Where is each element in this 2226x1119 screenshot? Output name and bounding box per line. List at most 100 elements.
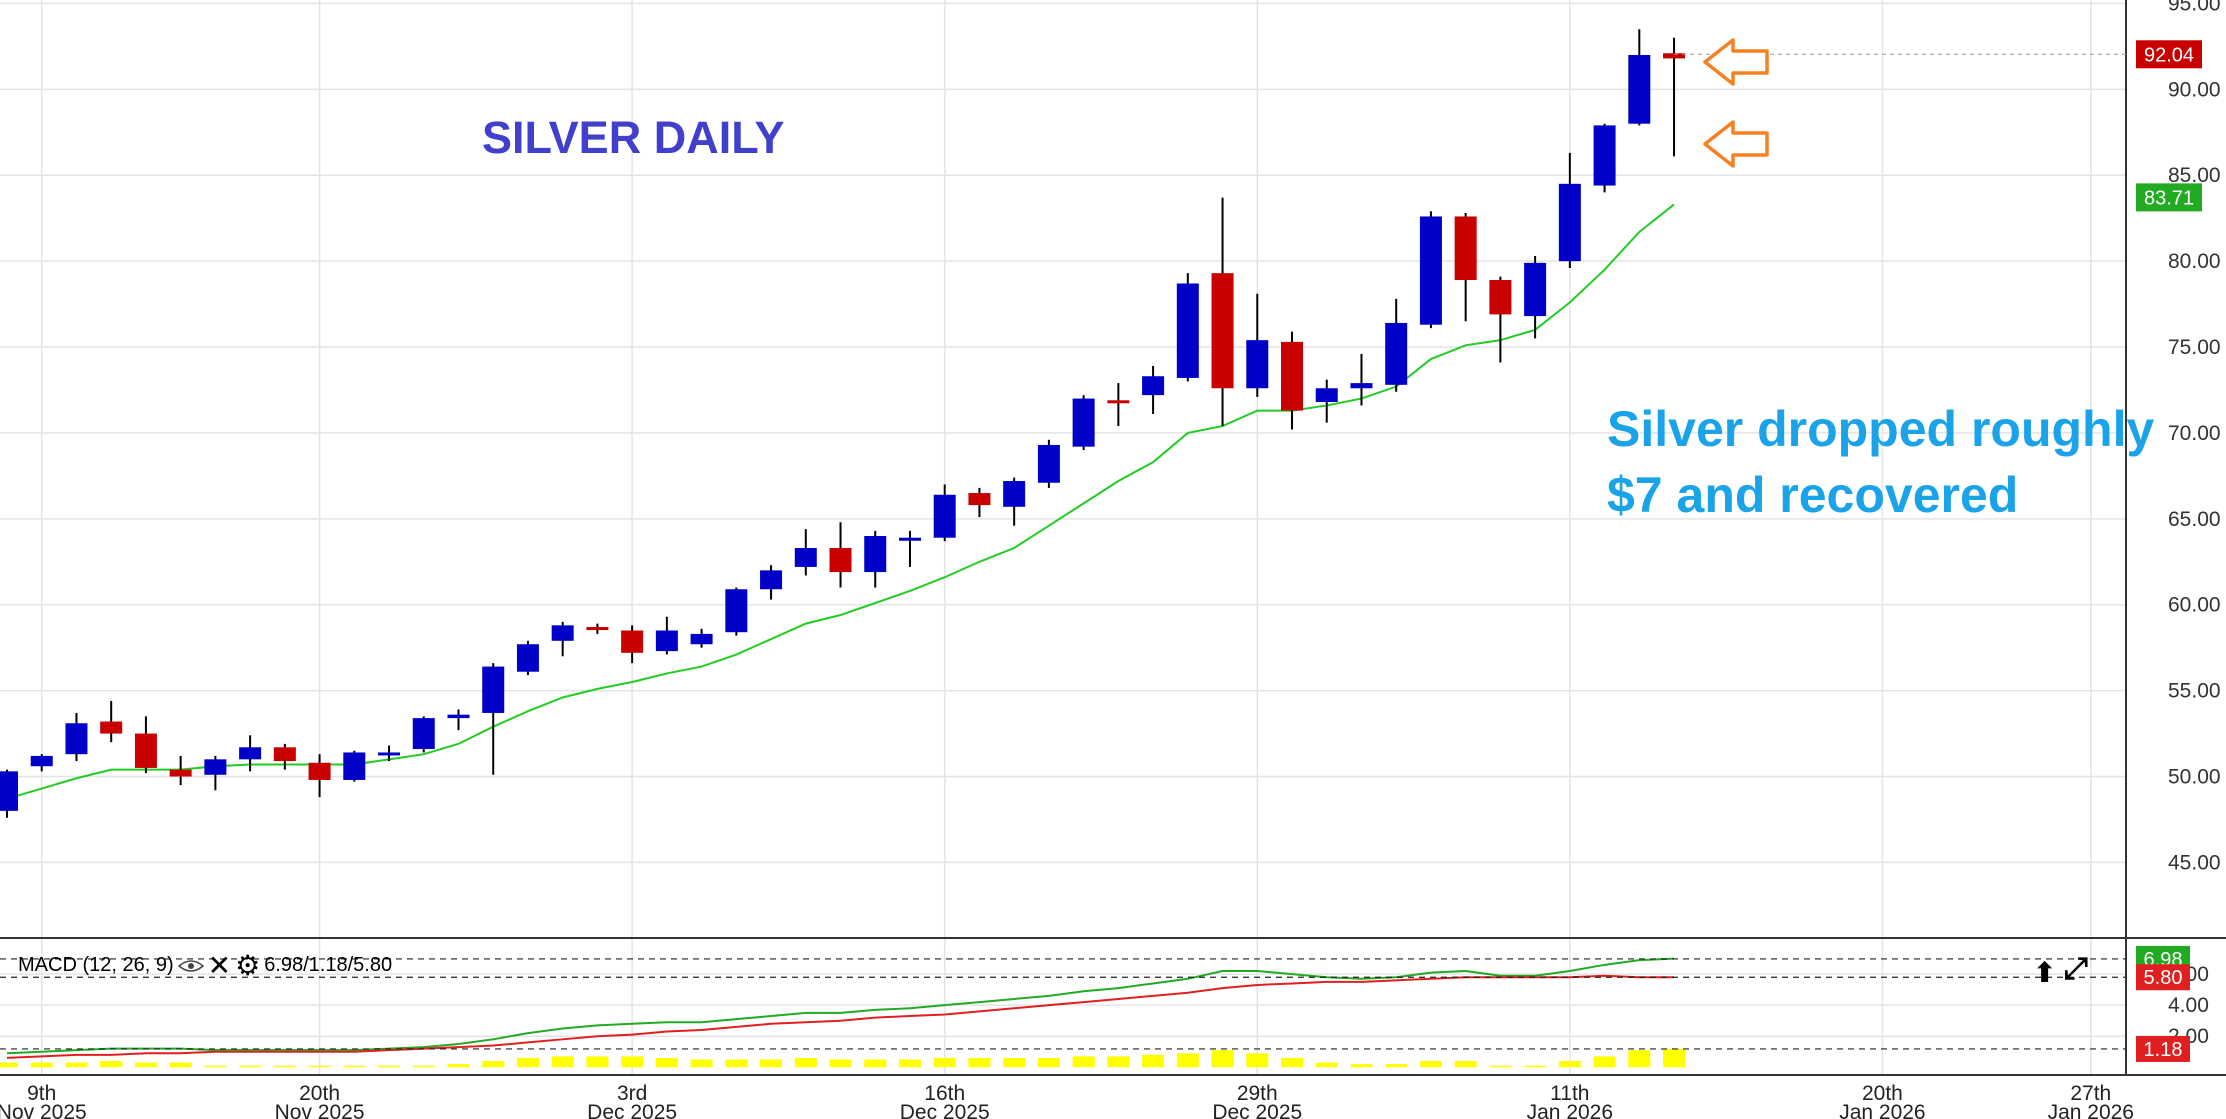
candle-body xyxy=(204,759,227,775)
price-badge-label: 83.71 xyxy=(2144,187,2194,209)
macd-badge xyxy=(2136,1035,2190,1062)
x-axis-day-label: 3rd xyxy=(617,1082,647,1105)
price-tick-label: 45.00 xyxy=(2168,851,2221,874)
macd-badge xyxy=(2136,964,2190,991)
candle-body xyxy=(621,630,644,653)
x-axis-month-label: Dec 2025 xyxy=(900,1101,990,1119)
macd-histogram-bar xyxy=(898,1059,921,1068)
macd-histogram-bar xyxy=(100,1061,123,1068)
macd-histogram-bar xyxy=(447,1064,470,1068)
candle-body xyxy=(551,625,574,641)
macd-histogram-bar xyxy=(1315,1062,1338,1068)
macd-histogram-bar xyxy=(1142,1054,1165,1068)
price-tick-label: 75.00 xyxy=(2168,336,2221,359)
macd-line xyxy=(6,957,1675,1055)
macd-histogram-bar xyxy=(1628,1050,1651,1068)
price-badge xyxy=(2136,183,2202,212)
macd-histogram-bar xyxy=(1003,1057,1026,1068)
x-axis-day-label: 20th xyxy=(299,1082,340,1105)
arrow-left-icon xyxy=(1703,120,1769,168)
macd-histogram-bar xyxy=(933,1057,956,1068)
candle-body xyxy=(100,721,123,734)
candle-body xyxy=(1558,183,1581,262)
expand-icon[interactable]: ⤢ xyxy=(2064,952,2088,985)
macd-histogram-bar xyxy=(586,1056,609,1068)
candle-body xyxy=(1385,322,1408,385)
candle-body xyxy=(1454,216,1477,281)
eye-icon[interactable] xyxy=(177,959,204,973)
candle-body xyxy=(1524,262,1547,317)
macd-histogram-bar xyxy=(1107,1056,1130,1068)
macd-histogram-bar xyxy=(343,1065,366,1068)
macd-histogram-bar xyxy=(308,1065,331,1068)
macd-histogram-bar xyxy=(1176,1053,1199,1068)
macd-histogram-bar xyxy=(864,1059,887,1068)
gear-icon[interactable]: ⚙ xyxy=(235,949,261,981)
candle-body xyxy=(30,755,53,767)
macd-tick-label: 4.00 xyxy=(2168,994,2209,1017)
x-axis-month-label: Nov 2025 xyxy=(0,1101,87,1119)
macd-histogram-bar xyxy=(169,1062,192,1068)
price-tick-label: 50.00 xyxy=(2168,766,2221,789)
macd-histogram-bar xyxy=(1524,1065,1547,1068)
annotation-line-1: Silver dropped roughly xyxy=(1607,401,2155,457)
x-axis-month-label: Jan 2026 xyxy=(2048,1101,2134,1119)
macd-histogram-bar xyxy=(760,1059,783,1068)
annotation-line-2: $7 and recovered xyxy=(1607,467,2019,523)
macd-legend: MACD (12, 26, 9) ✕ ⚙ 6.98/1.18/5.80 xyxy=(18,949,393,981)
macd-histogram-bar xyxy=(134,1062,157,1068)
macd-histogram-bar xyxy=(204,1065,227,1068)
close-icon[interactable]: ✕ xyxy=(207,949,232,981)
macd-histogram-bar xyxy=(1211,1050,1234,1068)
candle-body xyxy=(690,633,713,645)
macd-histogram-bar xyxy=(1281,1057,1304,1068)
candle-body xyxy=(968,493,991,506)
candle-body xyxy=(1142,376,1165,396)
candle-body xyxy=(308,762,331,780)
candle-body xyxy=(482,666,505,713)
macd-histogram-bar xyxy=(1489,1065,1512,1068)
macd-badge-label: 1.18 xyxy=(2144,1039,2183,1061)
candle-body xyxy=(1211,273,1234,389)
candle-body xyxy=(1593,125,1616,186)
x-axis-day-label: 11th xyxy=(1550,1082,1589,1105)
candle-body xyxy=(1628,54,1651,124)
signal-line xyxy=(6,974,1675,1059)
candle-body xyxy=(134,733,157,768)
candle-body xyxy=(1176,283,1199,378)
macd-histogram-bar xyxy=(30,1062,53,1068)
macd-histogram-bar xyxy=(0,1062,18,1068)
macd-label: MACD (12, 26, 9) xyxy=(18,954,174,976)
macd-values: 6.98/1.18/5.80 xyxy=(264,954,393,976)
candle-body xyxy=(933,494,956,538)
macd-histogram-bar xyxy=(1454,1061,1477,1068)
x-axis-month-label: Dec 2025 xyxy=(587,1101,677,1119)
candle-body xyxy=(1350,383,1373,389)
macd-histogram-bar xyxy=(1385,1064,1408,1068)
candle-body xyxy=(898,537,921,541)
macd-histogram-bar xyxy=(482,1061,505,1068)
macd-histogram-bar xyxy=(1037,1057,1060,1068)
macd-histogram-bar xyxy=(1072,1056,1095,1068)
macd-histogram-bar xyxy=(1419,1061,1442,1068)
candle-body xyxy=(725,589,748,633)
candle-body xyxy=(378,752,401,756)
x-axis-day-label: 16th xyxy=(924,1082,965,1105)
macd-histogram-bar xyxy=(516,1057,539,1068)
candle-body xyxy=(65,723,88,755)
macd-histogram-bar xyxy=(968,1057,991,1068)
price-tick-label: 65.00 xyxy=(2168,508,2221,531)
candle-body xyxy=(273,747,296,762)
price-badge xyxy=(2136,40,2202,69)
macd-histogram-bar xyxy=(378,1065,401,1068)
price-tick-label: 80.00 xyxy=(2168,250,2221,273)
candle-body xyxy=(794,548,817,567)
price-tick-label: 85.00 xyxy=(2168,164,2221,187)
chart-title: SILVER DAILY xyxy=(482,112,785,163)
candle-body xyxy=(655,630,678,652)
price-tick-label: 90.00 xyxy=(2168,78,2221,101)
candle-body xyxy=(239,747,262,760)
macd-badge-label: 5.80 xyxy=(2144,967,2183,989)
arrow-up-icon[interactable]: ⬆ xyxy=(2033,957,2057,988)
price-tick-label: 70.00 xyxy=(2168,422,2221,445)
